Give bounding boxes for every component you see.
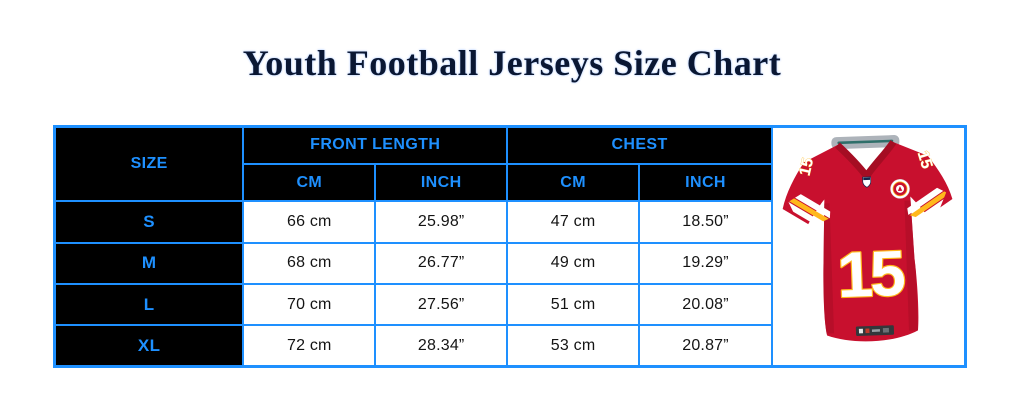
front-length-inch-value: 28.34” bbox=[374, 324, 509, 365]
chest-cm-value: 47 cm bbox=[506, 200, 641, 244]
front-length-cm-value: 68 cm bbox=[242, 241, 377, 286]
front-length-cm-value: 72 cm bbox=[242, 324, 377, 365]
front-length-inch-value: 26.77” bbox=[374, 241, 509, 286]
right-shoulder-number: 15 bbox=[913, 148, 934, 170]
chest-inch-subheader: INCH bbox=[638, 162, 771, 203]
front-inch-subheader: INCH bbox=[374, 162, 509, 203]
jersey-number: 15 bbox=[836, 236, 905, 310]
table-row-s: S 66 cm 25.98” 47 cm 18.50” bbox=[56, 200, 771, 244]
chest-inch-value: 20.87” bbox=[638, 324, 771, 365]
jersey-image: 15 15 15 bbox=[771, 128, 964, 365]
chest-cm-value: 51 cm bbox=[506, 283, 641, 327]
chest-cm-subheader: CM bbox=[506, 162, 641, 203]
chest-cm-value: 49 cm bbox=[506, 241, 641, 286]
size-value: M bbox=[56, 241, 245, 286]
page-title: Youth Football Jerseys Size Chart bbox=[242, 43, 782, 83]
inner-collar bbox=[830, 134, 899, 149]
front-length-cm-value: 70 cm bbox=[242, 283, 377, 327]
left-shoulder-number: 15 bbox=[796, 156, 817, 177]
size-value: XL bbox=[56, 324, 245, 365]
mesh-panels bbox=[819, 199, 918, 334]
front-length-cm-value: 66 cm bbox=[242, 200, 377, 244]
chest-inch-value: 18.50” bbox=[638, 200, 771, 244]
size-chart-container: SIZE FRONT LENGTH CHEST CM INCH CM INCH … bbox=[53, 125, 967, 368]
header-row-groups: SIZE FRONT LENGTH CHEST bbox=[56, 128, 771, 203]
size-value: S bbox=[56, 200, 245, 244]
table-row-l: L 70 cm 27.56” 51 cm 20.08” bbox=[56, 283, 771, 327]
front-cm-subheader: CM bbox=[243, 162, 377, 203]
nfl-shield-icon bbox=[861, 176, 871, 188]
chest-inch-value: 19.29” bbox=[638, 241, 771, 286]
nike-swoosh-icon bbox=[919, 213, 940, 232]
jersey-illustration: 15 15 15 bbox=[778, 134, 957, 344]
size-chart-table: SIZE FRONT LENGTH CHEST CM INCH CM INCH … bbox=[56, 128, 771, 365]
collar-band bbox=[834, 139, 896, 182]
chest-inch-value: 20.08” bbox=[638, 283, 771, 327]
front-length-inch-value: 27.56” bbox=[374, 283, 509, 327]
size-value: L bbox=[56, 283, 245, 327]
chest-cm-value: 53 cm bbox=[506, 324, 641, 365]
front-length-header: FRONT LENGTH bbox=[242, 128, 509, 165]
size-column-header: SIZE bbox=[56, 128, 245, 203]
header-row-units: CM INCH CM INCH bbox=[56, 162, 771, 203]
table-row-xl: XL 72 cm 28.34” 53 cm 20.87” bbox=[56, 324, 771, 365]
team-patch-icon bbox=[889, 178, 910, 199]
chest-header: CHEST bbox=[506, 128, 771, 165]
jock-tag bbox=[855, 324, 894, 336]
front-length-inch-value: 25.98” bbox=[374, 200, 509, 244]
table-row-m: M 68 cm 26.77” 49 cm 19.29” bbox=[56, 241, 771, 286]
